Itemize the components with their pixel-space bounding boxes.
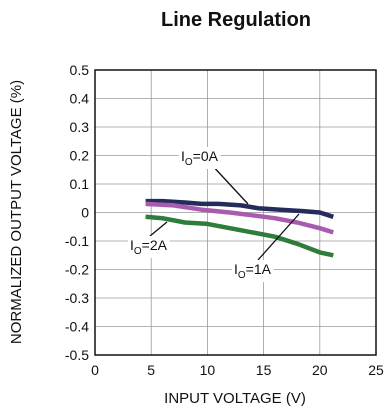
annotation-subscript: O: [238, 270, 246, 281]
y-tick-label: -0.2: [65, 262, 89, 278]
y-tick-label: 0.1: [70, 176, 90, 192]
y-axis-label: NORMALIZED OUTPUT VOLTAGE (%): [8, 80, 25, 344]
x-tick-label: 0: [91, 362, 99, 378]
series-lines: [145, 198, 334, 258]
annotation-leader-1: [257, 213, 300, 261]
x-tick-label: 25: [368, 362, 384, 378]
series-line-1: [145, 201, 334, 235]
series-annotation-1: IO=1A: [234, 261, 272, 281]
y-tick-label: 0.5: [70, 62, 90, 78]
annotation-leader-0: [209, 162, 249, 205]
series-line-0: [145, 198, 334, 219]
x-tick-label: 10: [200, 362, 216, 378]
annotation-background: [128, 236, 170, 258]
annotation-subscript: O: [134, 246, 142, 257]
y-tick-label: -0.3: [65, 290, 89, 306]
annotation-value: =1A: [246, 261, 272, 277]
annotation-background: [179, 147, 221, 169]
y-tick-label: -0.1: [65, 233, 89, 249]
annotation-main: I: [234, 261, 238, 277]
y-tick-label: 0: [81, 205, 89, 221]
x-axis-label: INPUT VOLTAGE (V): [164, 390, 306, 407]
annotation-background: [232, 260, 274, 282]
x-tick-label: 5: [147, 362, 155, 378]
chart-title: Line Regulation: [161, 9, 311, 31]
annotation-leader-2: [149, 221, 168, 237]
series-line-2: [145, 214, 334, 258]
annotation-main: I: [130, 237, 134, 253]
y-tick-label: -0.5: [65, 347, 89, 363]
annotation-value: =2A: [142, 237, 168, 253]
x-tick-label: 20: [312, 362, 328, 378]
plot-frame: [94, 69, 377, 356]
annotation-value: =0A: [193, 148, 219, 164]
y-tick-label: 0.2: [70, 148, 90, 164]
annotation-subscript: O: [185, 157, 193, 168]
series-annotation-0: IO=0A: [181, 148, 219, 168]
y-tick-label: -0.4: [65, 319, 89, 335]
x-tick-labels: 0 5 10 15 20 25: [91, 362, 384, 378]
y-tick-labels: 0.5 0.4 0.3 0.2 0.1 0 -0.1 -0.2 -0.3 -0.4 -0.5: [65, 62, 89, 363]
annotation-main: I: [181, 148, 185, 164]
y-tick-label: 0.4: [70, 91, 90, 107]
series-annotation-2: IO=2A: [130, 237, 168, 257]
y-tick-label: 0.3: [70, 119, 90, 135]
x-tick-label: 15: [256, 362, 272, 378]
